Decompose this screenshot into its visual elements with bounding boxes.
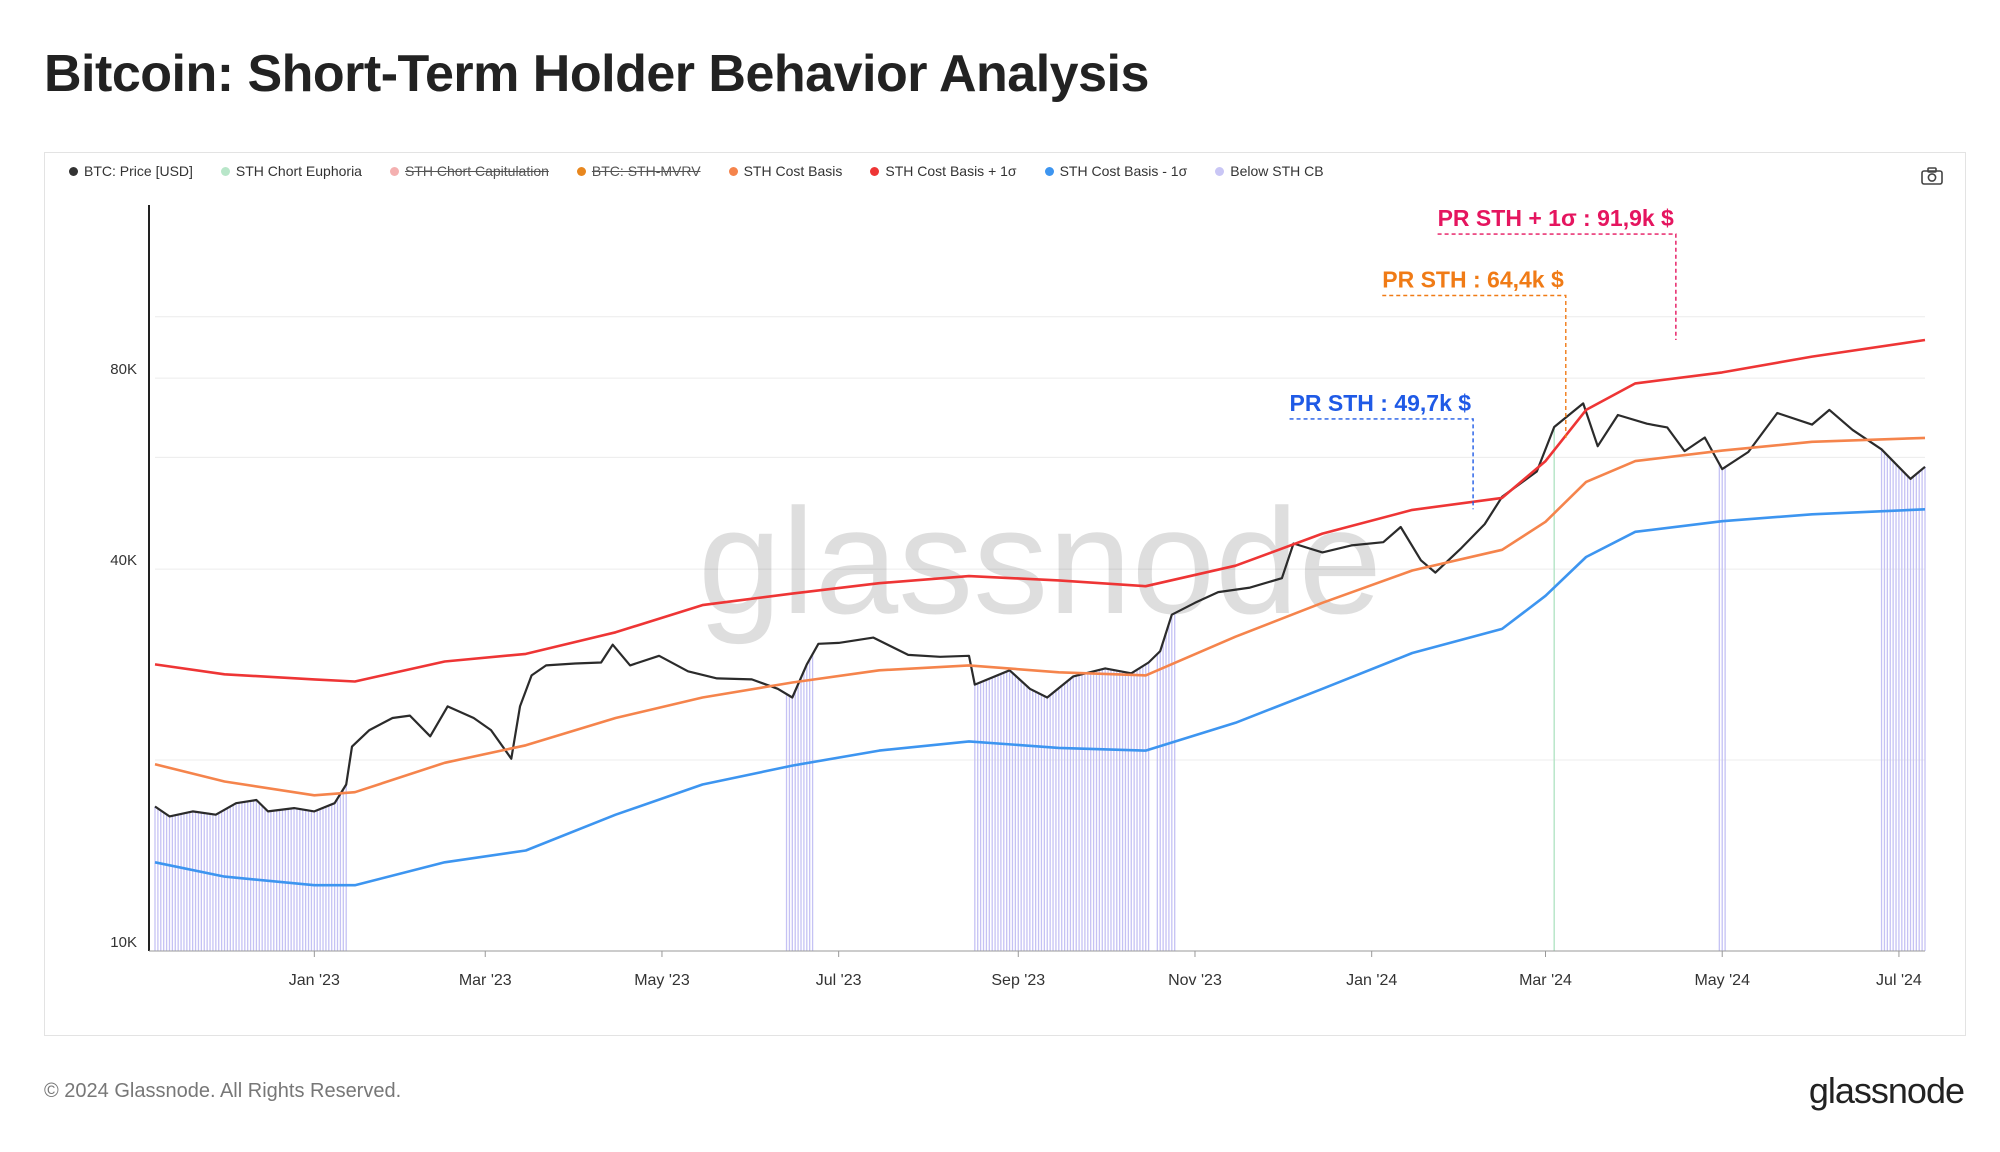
legend-dot-icon <box>1215 166 1225 176</box>
x-tick-label-1: Mar '23 <box>459 972 512 989</box>
annotation-leader-2 <box>1437 233 1677 340</box>
legend-dot-icon <box>576 166 586 176</box>
legend-dot-icon <box>69 166 78 176</box>
legend-item-5[interactable]: STH Cost Basis + 1σ <box>870 163 1017 179</box>
footer-copyright: © 2024 Glassnode. All Rights Reserved. <box>44 1080 402 1102</box>
legend-label: STH Cost Basis - 1σ <box>1059 163 1188 179</box>
page-title: Bitcoin: Short-Term Holder Behavior Anal… <box>44 45 1149 103</box>
series-line-3 <box>154 508 1926 887</box>
legend-item-2[interactable]: STH Chort Capitulation <box>389 163 549 179</box>
legend-dot-icon <box>1044 166 1054 176</box>
x-tick-label-8: May '24 <box>1694 972 1750 989</box>
watermark: glassnode <box>698 477 1382 645</box>
legend-label: Below STH CB <box>1230 163 1324 179</box>
chart-panel: BTC: Price [USD] STH Chort Euphoria STH Ch… <box>44 152 1966 1036</box>
x-tick-label-7: Mar '24 <box>1519 972 1572 989</box>
legend-dot-icon <box>220 166 230 176</box>
legend-item-3[interactable]: BTC: STH-MVRV <box>576 163 701 179</box>
legend-dot-icon <box>728 166 738 176</box>
chart-plot: glassnode 10K 40K 80K Jan '23 Mar '23 May '23 J… <box>110 205 1926 989</box>
y-tick-label-0: 10K <box>110 934 137 951</box>
legend-item-0[interactable]: BTC: Price [USD] <box>69 163 193 179</box>
x-tick-label-6: Jan '24 <box>1346 972 1397 989</box>
legend-item-7[interactable]: Below STH CB <box>1215 163 1324 179</box>
annotation-leader-1 <box>1382 294 1567 438</box>
legend-label: STH Cost Basis + 1σ <box>885 163 1017 179</box>
legend-dot-icon <box>870 166 880 176</box>
legend-label: BTC: STH-MVRV <box>591 163 701 179</box>
legend-label: BTC: Price [USD] <box>84 163 193 179</box>
legend-item-6[interactable]: STH Cost Basis - 1σ <box>1044 163 1188 179</box>
legend-label: STH Chort Capitulation <box>404 163 549 179</box>
series-line-2 <box>154 338 1926 683</box>
legend-label: STH Cost Basis <box>743 163 843 179</box>
y-tick-label-1: 40K <box>110 552 137 569</box>
legend-dot-icon <box>389 166 399 176</box>
x-tick-label-0: Jan '23 <box>289 972 340 989</box>
legend-item-4[interactable]: STH Cost Basis <box>728 163 843 179</box>
legend-item-1[interactable]: STH Chort Euphoria <box>220 163 362 179</box>
annotation-leader-0 <box>1289 418 1474 510</box>
annotation-label-1: PR STH : 64,4k $ <box>1382 266 1564 292</box>
annotation-label-0: PR STH : 49,7k $ <box>1290 390 1472 416</box>
x-tick-label-9: Jul '24 <box>1876 972 1922 989</box>
y-tick-label-2: 80K <box>110 361 137 378</box>
x-tick-label-3: Jul '23 <box>816 972 862 989</box>
series-line-1 <box>154 436 1926 797</box>
glassnode-logo: glassnode <box>1808 1070 1965 1111</box>
x-tick-label-2: May '23 <box>634 972 690 989</box>
annotation-label-2: PR STH + 1σ : 91,9k $ <box>1438 205 1674 231</box>
x-tick-label-4: Sep '23 <box>991 972 1045 989</box>
camera-icon[interactable] <box>1921 167 1943 185</box>
series-line-0 <box>154 402 1926 818</box>
chart-legend: BTC: Price [USD] STH Chort Euphoria STH Ch… <box>69 163 1324 179</box>
legend-label: STH Chort Euphoria <box>235 163 362 179</box>
x-tick-label-5: Nov '23 <box>1168 972 1222 989</box>
